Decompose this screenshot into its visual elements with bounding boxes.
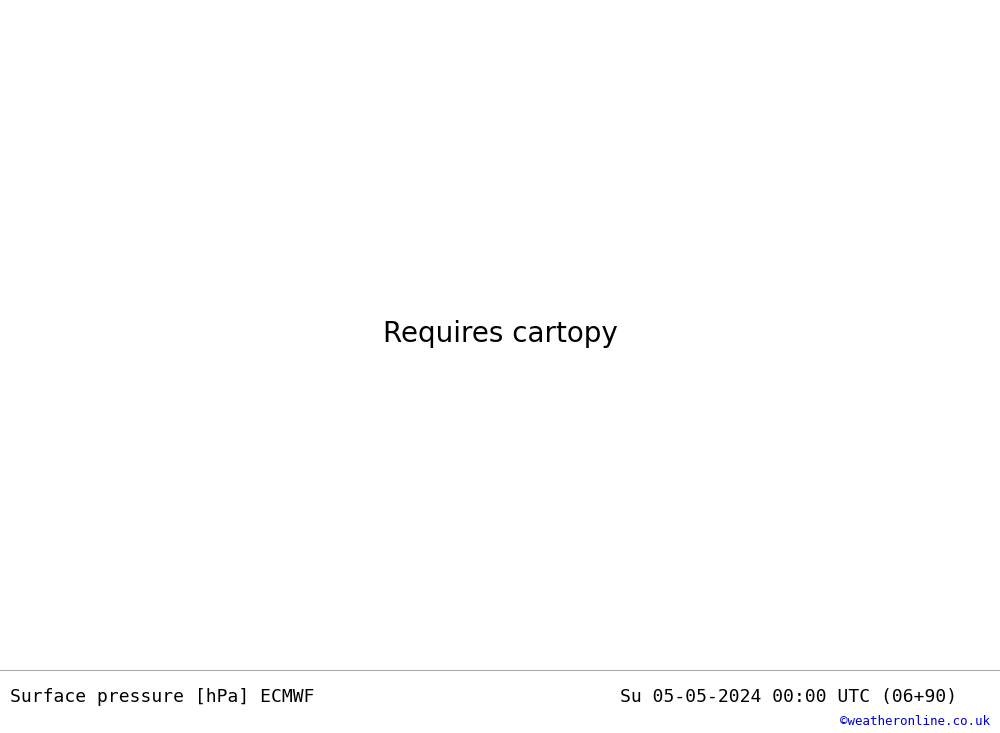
Text: Requires cartopy: Requires cartopy bbox=[383, 320, 617, 347]
Text: ©weatheronline.co.uk: ©weatheronline.co.uk bbox=[840, 715, 990, 728]
Text: Surface pressure [hPa] ECMWF: Surface pressure [hPa] ECMWF bbox=[10, 688, 314, 706]
Text: Su 05-05-2024 00:00 UTC (06+90): Su 05-05-2024 00:00 UTC (06+90) bbox=[620, 688, 957, 706]
